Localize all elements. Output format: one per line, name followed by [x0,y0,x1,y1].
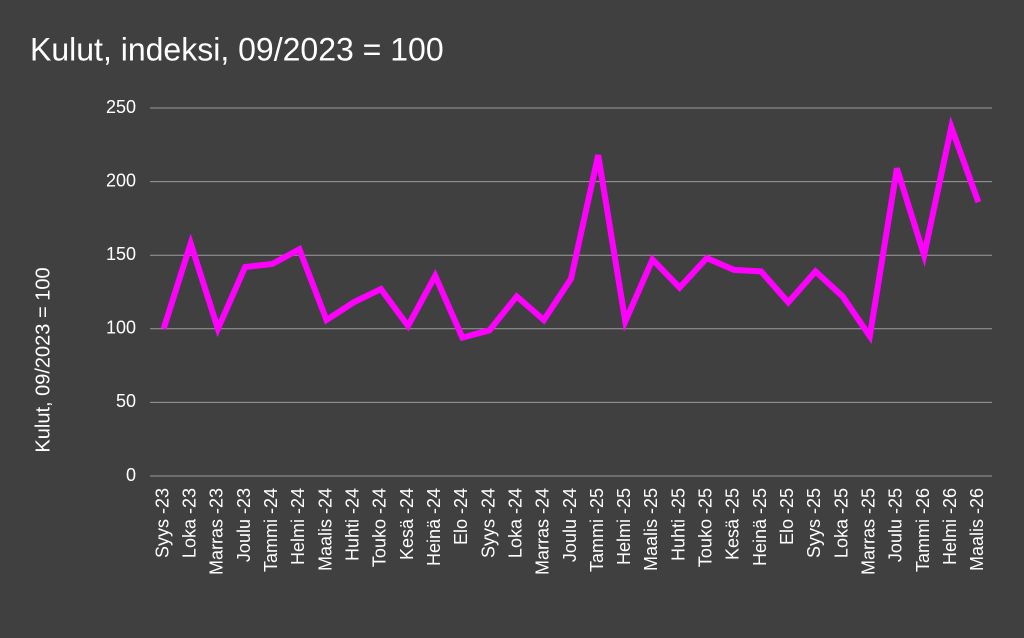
data-line [160,116,982,345]
x-tick-label: Kesä -24 [397,488,417,560]
x-tick-label: Loka -23 [179,488,199,558]
x-tick-label: Heinä -25 [750,488,770,566]
y-tick-label: 250 [106,97,136,117]
x-tick-label: Helmi -26 [940,488,960,565]
x-tick-label: Huhti -25 [668,488,688,561]
x-tick-label: Tammi -25 [587,488,607,572]
x-tick-label: Heinä -24 [424,488,444,566]
x-tick-label: Kesä -25 [723,488,743,560]
x-tick-label: Marras -23 [207,488,227,575]
y-tick-label: 100 [106,318,136,338]
x-tick-label: Loka -24 [505,488,525,558]
x-tick-label: Huhti -24 [342,488,362,561]
x-tick-label: Marras -24 [533,488,553,575]
x-tick-label: Touko -25 [696,488,716,567]
x-tick-label: Elo -25 [777,488,797,545]
x-tick-label: Maalis -26 [967,488,987,571]
x-tick-label: Marras -25 [859,488,879,575]
x-tick-label: Joulu -23 [234,488,254,562]
y-tick-label: 50 [116,391,136,411]
x-tick-label: Maalis -25 [641,488,661,571]
x-tick-label: Syys -25 [804,488,824,558]
y-tick-label: 150 [106,244,136,264]
x-tick-label: Syys -24 [478,488,498,558]
x-tick-label: Helmi -24 [288,488,308,565]
x-tick-label: Joulu -25 [886,488,906,562]
y-axis-label: Kulut, 09/2023 = 100 [32,267,54,452]
y-tick-label: 0 [126,465,136,485]
x-tick-label: Tammi -24 [261,488,281,572]
x-tick-label: Loka -25 [831,488,851,558]
x-tick-label: Joulu -24 [560,488,580,562]
x-tick-label: Tammi -26 [913,488,933,572]
y-tick-label: 200 [106,170,136,190]
x-tick-label: Elo -24 [451,488,471,545]
x-tick-label: Helmi -25 [614,488,634,565]
x-tick-label: Syys -23 [152,488,172,558]
x-tick-label: Maalis -24 [315,488,335,571]
x-tick-label: Touko -24 [370,488,390,567]
chart-title: Kulut, indeksi, 09/2023 = 100 [30,31,444,67]
